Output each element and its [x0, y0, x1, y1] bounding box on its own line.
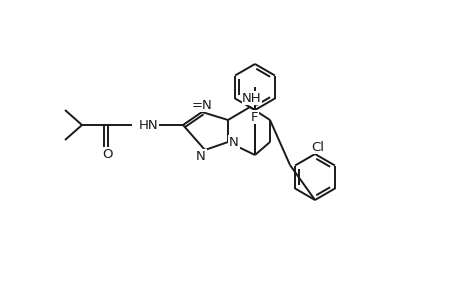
Text: O: O: [102, 148, 113, 160]
Text: NH: NH: [241, 92, 261, 104]
Text: HN: HN: [139, 118, 158, 131]
Text: =N: =N: [191, 98, 212, 112]
Text: F: F: [251, 110, 258, 124]
Text: N: N: [229, 136, 238, 148]
Text: Cl: Cl: [311, 140, 324, 154]
Text: N: N: [196, 149, 206, 163]
